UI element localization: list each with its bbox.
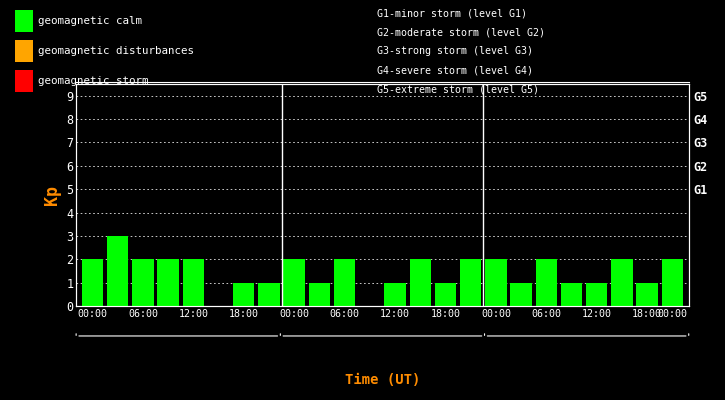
Text: geomagnetic storm: geomagnetic storm — [38, 76, 149, 86]
Bar — [334, 259, 355, 306]
Bar — [82, 259, 103, 306]
Bar — [611, 259, 633, 306]
Bar — [384, 283, 406, 306]
Text: G4-severe storm (level G4): G4-severe storm (level G4) — [377, 66, 533, 76]
Bar — [410, 259, 431, 306]
Bar — [561, 283, 582, 306]
Text: G5-extreme storm (level G5): G5-extreme storm (level G5) — [377, 85, 539, 95]
Text: Time (UT): Time (UT) — [345, 373, 420, 386]
Bar — [157, 259, 179, 306]
Text: G3-strong storm (level G3): G3-strong storm (level G3) — [377, 46, 533, 56]
Bar — [435, 283, 456, 306]
Bar — [233, 283, 254, 306]
Bar — [132, 259, 154, 306]
Bar — [586, 283, 608, 306]
Bar — [309, 283, 330, 306]
Bar — [183, 259, 204, 306]
Bar — [283, 259, 305, 306]
Text: G2-moderate storm (level G2): G2-moderate storm (level G2) — [377, 27, 545, 37]
Y-axis label: Kp: Kp — [43, 185, 61, 205]
Bar — [258, 283, 280, 306]
Text: geomagnetic calm: geomagnetic calm — [38, 16, 142, 26]
Bar — [637, 283, 658, 306]
Bar — [662, 259, 683, 306]
Bar — [107, 236, 128, 306]
Bar — [485, 259, 507, 306]
Text: geomagnetic disturbances: geomagnetic disturbances — [38, 46, 194, 56]
Bar — [536, 259, 557, 306]
Bar — [510, 283, 532, 306]
Text: G1-minor storm (level G1): G1-minor storm (level G1) — [377, 8, 527, 18]
Bar — [460, 259, 481, 306]
